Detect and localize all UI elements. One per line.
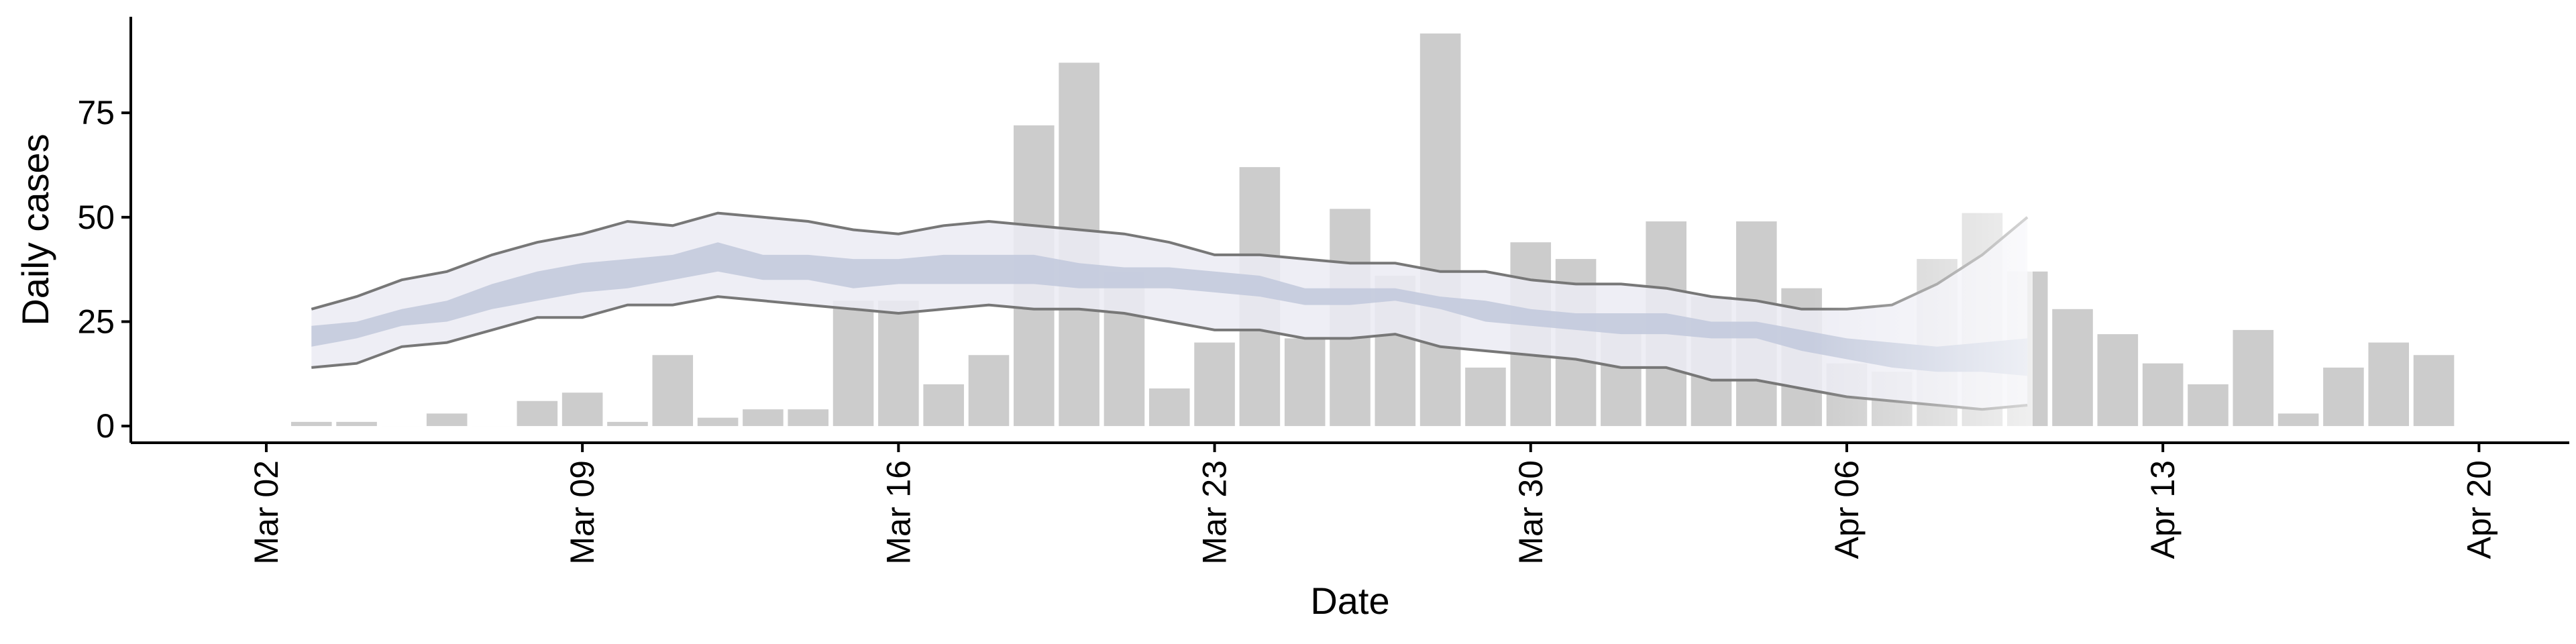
x-axis-title: Date	[1310, 580, 1389, 622]
bar	[788, 409, 829, 427]
x-tick-label: Mar 30	[1512, 460, 1550, 565]
x-tick-label: Apr 20	[2460, 460, 2498, 559]
bar	[2188, 384, 2229, 427]
bar	[2323, 367, 2364, 427]
y-axis-title: Daily cases	[14, 133, 56, 325]
bar	[290, 421, 332, 427]
x-tick-label: Mar 23	[1196, 460, 1234, 565]
bar	[517, 400, 558, 427]
bar	[923, 384, 964, 427]
bar	[743, 409, 784, 427]
bar	[2413, 355, 2455, 427]
y-tick-label: 50	[77, 199, 115, 236]
inner-interval-area	[311, 242, 2028, 376]
bar	[833, 301, 874, 427]
bar	[1284, 338, 1326, 427]
bar	[878, 301, 919, 427]
y-tick-label: 25	[77, 303, 115, 340]
outer-lower-line	[311, 295, 2028, 411]
bar	[968, 355, 1010, 427]
bar	[697, 417, 739, 427]
bar	[561, 392, 603, 427]
estimate-band	[311, 211, 2029, 411]
bar	[2142, 363, 2184, 427]
bar	[2052, 309, 2093, 427]
bar	[1194, 342, 1235, 427]
bar	[426, 413, 468, 427]
y-tick-label: 75	[77, 94, 115, 131]
bar	[607, 421, 648, 427]
bar	[336, 421, 377, 427]
y-tick-label: 0	[96, 407, 115, 445]
x-tick-label: Apr 13	[2144, 460, 2182, 559]
outer-upper-line	[311, 211, 2029, 311]
bar	[1148, 388, 1190, 427]
x-tick-label: Mar 16	[879, 460, 917, 565]
bar	[2368, 342, 2410, 427]
bar	[1465, 367, 1506, 427]
forecast-fade-overlay	[1811, 17, 2033, 443]
axes: 0 25 50 75 Mar 02 Mar 09 Mar 16 Mar 23 Mar 30 Apr…	[77, 17, 2569, 565]
bar	[2277, 413, 2319, 427]
bar	[1419, 33, 1461, 427]
bar	[2233, 329, 2274, 427]
x-tick-label: Apr 06	[1828, 460, 1866, 559]
bar	[2097, 334, 2139, 427]
x-tick-label: Mar 02	[248, 460, 285, 565]
bar	[652, 355, 694, 427]
x-tick-label: Mar 09	[564, 460, 601, 565]
